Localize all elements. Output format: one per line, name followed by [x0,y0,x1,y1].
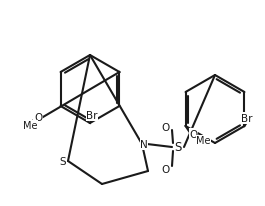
Text: O: O [161,164,169,174]
Text: O: O [34,112,42,122]
Text: Br: Br [86,110,98,121]
Text: Me: Me [196,135,211,145]
Text: O: O [161,122,169,132]
Text: S: S [174,141,182,154]
Text: O: O [189,129,198,139]
Text: N: N [140,139,148,149]
Text: S: S [60,156,66,166]
Text: Me: Me [23,121,37,130]
Text: Br: Br [241,114,252,123]
